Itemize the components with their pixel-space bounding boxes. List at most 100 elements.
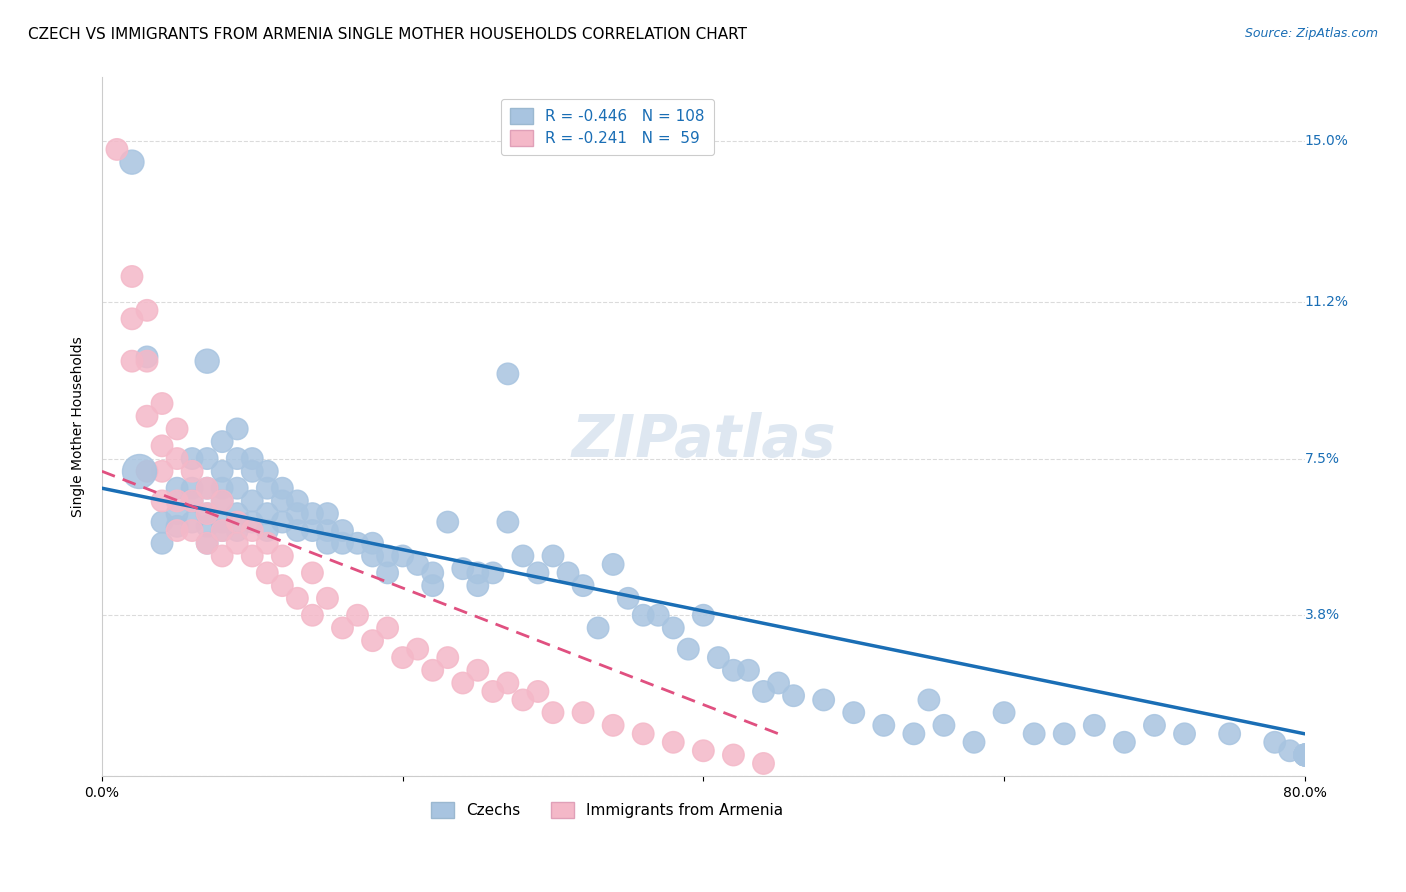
Point [723,663,745,677]
Legend: Czechs, Immigrants from Armenia: Czechs, Immigrants from Armenia [425,797,789,824]
Point [287,507,309,521]
Point [436,650,458,665]
Point [873,718,896,732]
Point [332,524,354,538]
Point [211,434,233,449]
Point [1083,718,1105,732]
Point [150,439,173,453]
Point [993,706,1015,720]
Point [631,727,654,741]
Point [932,718,955,732]
Point [617,591,640,606]
Point [166,519,188,533]
Point [166,451,188,466]
Point [361,536,384,550]
Point [406,558,429,572]
Point [301,608,323,623]
Point [195,481,218,495]
Point [1294,747,1316,762]
Point [271,579,294,593]
Point [136,303,159,318]
Point [482,684,505,698]
Point [647,608,669,623]
Point [662,735,685,749]
Point [121,311,143,326]
Point [752,684,775,698]
Point [226,515,249,529]
Point [316,524,339,538]
Point [195,481,218,495]
Point [181,464,204,478]
Point [842,706,865,720]
Point [121,155,143,169]
Point [1143,718,1166,732]
Point [467,566,489,580]
Point [195,536,218,550]
Point [271,494,294,508]
Point [181,494,204,508]
Point [1294,747,1316,762]
Point [541,706,564,720]
Point [271,481,294,495]
Point [211,464,233,478]
Point [496,676,519,690]
Point [105,143,128,157]
Point [181,481,204,495]
Point [496,515,519,529]
Point [240,524,263,538]
Point [256,481,278,495]
Point [1114,735,1136,749]
Point [226,536,249,550]
Point [512,549,534,563]
Point [572,579,595,593]
Point [121,354,143,368]
Point [301,507,323,521]
Point [211,524,233,538]
Point [166,422,188,436]
Point [150,396,173,410]
Point [692,608,714,623]
Point [316,507,339,521]
Point [256,464,278,478]
Point [287,494,309,508]
Point [316,591,339,606]
Point [406,642,429,657]
Point [240,549,263,563]
Point [301,524,323,538]
Point [195,507,218,521]
Point [496,367,519,381]
Point [226,481,249,495]
Point [391,549,413,563]
Point [451,676,474,690]
Point [256,566,278,580]
Point [377,549,399,563]
Point [256,536,278,550]
Text: 15.0%: 15.0% [1305,134,1348,148]
Point [181,524,204,538]
Point [1294,747,1316,762]
Point [631,608,654,623]
Point [271,549,294,563]
Point [226,422,249,436]
Point [166,494,188,508]
Text: 11.2%: 11.2% [1305,295,1348,309]
Point [240,464,263,478]
Point [211,494,233,508]
Point [136,354,159,368]
Point [1278,744,1301,758]
Text: CZECH VS IMMIGRANTS FROM ARMENIA SINGLE MOTHER HOUSEHOLDS CORRELATION CHART: CZECH VS IMMIGRANTS FROM ARMENIA SINGLE … [28,27,747,42]
Point [707,650,730,665]
Point [572,706,595,720]
Point [1294,747,1316,762]
Point [256,507,278,521]
Point [662,621,685,635]
Point [256,524,278,538]
Point [240,451,263,466]
Point [602,558,624,572]
Point [166,481,188,495]
Point [240,515,263,529]
Point [121,269,143,284]
Point [527,566,550,580]
Point [332,536,354,550]
Text: 3.8%: 3.8% [1305,608,1340,623]
